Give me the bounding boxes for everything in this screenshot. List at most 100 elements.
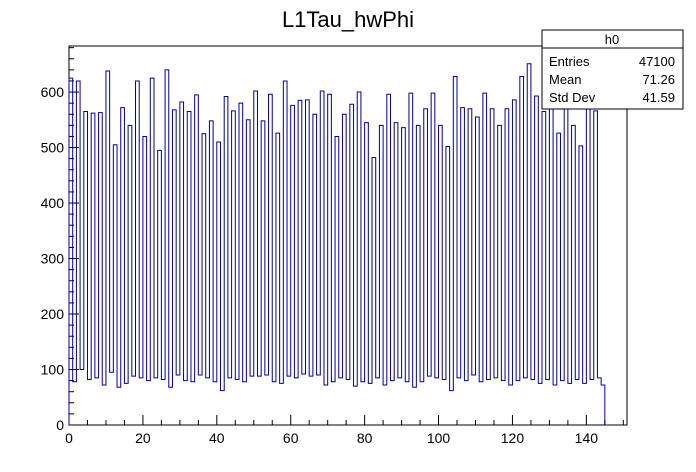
y-tick-label: 0 [56,417,64,433]
histogram-bin [239,103,243,425]
histogram-bin [143,136,147,425]
histogram-bin [461,108,465,425]
histogram-bin [117,387,121,425]
histogram-bin [161,379,165,425]
histogram-bin [306,100,310,425]
histogram-bin [512,100,516,425]
histogram-bin [302,374,306,425]
histogram-bin [527,64,531,425]
stats-entries-value: 47100 [639,54,675,69]
histogram-bin [80,370,84,425]
y-tick-label: 300 [41,251,65,267]
histogram-bin [320,91,324,425]
histogram-bin [479,382,483,425]
histogram-bin [468,109,472,425]
histogram-bin [172,110,176,425]
histogram-bin [435,378,439,425]
histogram-bin [184,381,188,425]
histogram-bin [594,111,598,425]
histogram-bin [217,142,221,425]
histogram-bin [195,95,199,425]
histogram-bin [317,375,321,425]
histogram-bin [150,78,154,425]
x-axis: 0 20 40 60 80 100 120 140 [65,415,624,446]
histogram-bin [383,385,387,425]
histogram-bin [446,146,450,425]
histogram-bin [568,383,572,425]
histogram-bin [209,121,213,425]
histogram-bin [250,376,254,425]
histogram-bin [516,381,520,425]
histogram-bin [221,391,225,425]
histogram-bin [361,382,365,425]
histogram-bin [575,379,579,425]
histogram-bin [475,117,479,425]
x-tick-label: 60 [283,430,299,446]
histogram-bin [99,113,103,425]
histogram-bin [339,378,343,425]
histogram-bin [147,381,151,425]
stats-stddev-value: 41.59 [642,90,675,105]
x-tick-label: 140 [575,430,599,446]
histogram-bin [287,376,291,425]
y-tick-label: 200 [41,306,65,322]
histogram-bin [387,94,391,425]
histogram-bin [280,383,284,425]
histogram-bin [379,125,383,425]
histogram-bin [509,385,513,425]
histogram-bin [427,376,431,425]
stats-entries-label: Entries [549,54,590,69]
histogram-bin [128,125,132,425]
histogram-bin [549,94,553,425]
histogram-bin [442,379,446,425]
histogram-bin [165,70,169,425]
histogram-bin [601,385,605,425]
histogram-bin [180,102,184,425]
histogram-bin [139,378,143,425]
histogram-bin [113,145,117,425]
histogram-bin [313,114,317,425]
histogram-bin [84,111,88,425]
histogram-bin [420,382,424,425]
histogram-bin [405,382,409,425]
histogram-bin [564,92,568,425]
histogram-bin [294,378,298,425]
histogram-bin [76,81,80,425]
x-tick-label: 20 [135,430,151,446]
histogram-bin [483,93,487,425]
histogram-bin [158,150,162,425]
histogram-bin [265,375,269,425]
histogram-bin [124,383,128,425]
histogram-bin [213,382,217,425]
histogram-bin [365,123,369,425]
histogram-bin [91,113,95,425]
histogram-bin [431,93,435,425]
histogram-bin [328,94,332,425]
y-tick-label: 600 [41,84,65,100]
histogram-bin [583,383,587,425]
histogram-bin [586,88,590,425]
histogram-bin [557,133,561,425]
histogram-bin [291,105,295,425]
histogram-bin [309,376,313,425]
histogram-bin [73,382,77,425]
histogram-bin [269,94,273,425]
histogram-bin [590,379,594,425]
histogram-bin [472,375,476,425]
histogram-bin [560,381,564,425]
histogram-bin [394,123,398,425]
histogram-bin [246,120,250,425]
histogram-bin [95,378,99,425]
histogram-bin [413,387,417,425]
stats-box-frame [541,29,684,110]
histogram-bin [154,378,158,425]
x-tick-label: 120 [501,430,525,446]
histogram-bin [531,379,535,425]
histogram-bin [324,385,328,425]
histogram-bin [261,121,265,425]
histogram-bin [335,136,339,425]
histogram-bin [198,375,202,425]
histogram-bin [102,385,106,425]
histogram-bin [202,134,206,425]
histogram-bin [368,383,372,425]
